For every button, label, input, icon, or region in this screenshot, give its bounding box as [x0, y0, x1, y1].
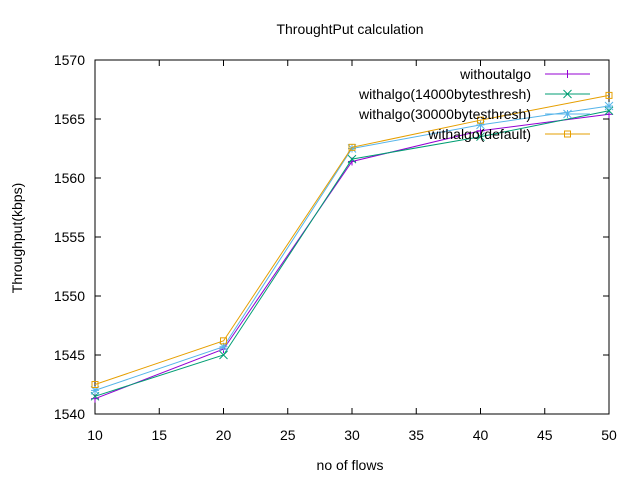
data-point: [477, 116, 484, 124]
x-tick-label: 45: [537, 427, 553, 443]
series-2: [90, 101, 614, 395]
data-point: [348, 143, 356, 151]
y-tick-label: 1545: [54, 347, 85, 363]
y-tick-label: 1570: [54, 52, 85, 68]
series-line: [94, 110, 610, 397]
data-point: [605, 91, 613, 99]
data-point: [605, 110, 613, 119]
data-point: [476, 132, 485, 142]
x-axis-label: no of flows: [317, 457, 384, 473]
x-tick-label: 20: [216, 427, 232, 443]
x-tick-label: 30: [344, 427, 360, 443]
series-3: [91, 91, 613, 388]
data-point: [91, 381, 99, 388]
chart-title: ThroughtPut calculation: [276, 21, 423, 37]
plot-frame: [94, 59, 610, 415]
legend-entry-1: withalgo(14000bytesthresh): [358, 86, 590, 102]
x-tick-label: 40: [473, 427, 489, 443]
series-line: [94, 113, 610, 400]
legend-entry-3: withalgo(default): [427, 126, 590, 142]
y-tick-label: 1555: [54, 229, 85, 245]
x-tick-label: 50: [601, 427, 617, 443]
legend-label: withalgo(default): [427, 126, 531, 142]
legend-marker: [563, 109, 572, 119]
series-group: [90, 91, 614, 403]
data-point: [220, 337, 227, 345]
x-tick-label: 15: [151, 427, 167, 443]
y-tick-label: 1550: [54, 288, 85, 304]
legend-label: withalgo(30000bytesthresh): [358, 106, 531, 122]
legend-entry-0: withoutalgo: [459, 66, 590, 82]
axes: 10 15 20 25 30 35 40 45 50 1540 1545 1550 1555 1560 15…: [54, 52, 617, 443]
x-tick-label: 25: [280, 427, 296, 443]
legend-marker: [563, 89, 572, 99]
legend-entry-2: withalgo(30000bytesthresh): [358, 106, 590, 122]
legend-marker: [563, 70, 572, 78]
legend: withoutalgo withalgo(14000bytesthresh) wit…: [358, 66, 590, 142]
data-point: [347, 154, 357, 164]
legend-marker: [564, 130, 571, 138]
y-axis-label: Throughput(kbps): [9, 183, 25, 294]
legend-label: withalgo(14000bytesthresh): [358, 86, 531, 102]
y-tick-label: 1560: [54, 170, 85, 186]
data-point: [219, 350, 228, 360]
x-tick-label: 10: [87, 427, 103, 443]
x-tick-label: 35: [408, 427, 424, 443]
data-point: [604, 101, 614, 111]
legend-label: withoutalgo: [459, 66, 531, 82]
y-tick-label: 1565: [54, 111, 85, 127]
y-tick-label: 1540: [54, 406, 85, 422]
series-line: [94, 94, 610, 385]
series-1: [90, 106, 614, 401]
